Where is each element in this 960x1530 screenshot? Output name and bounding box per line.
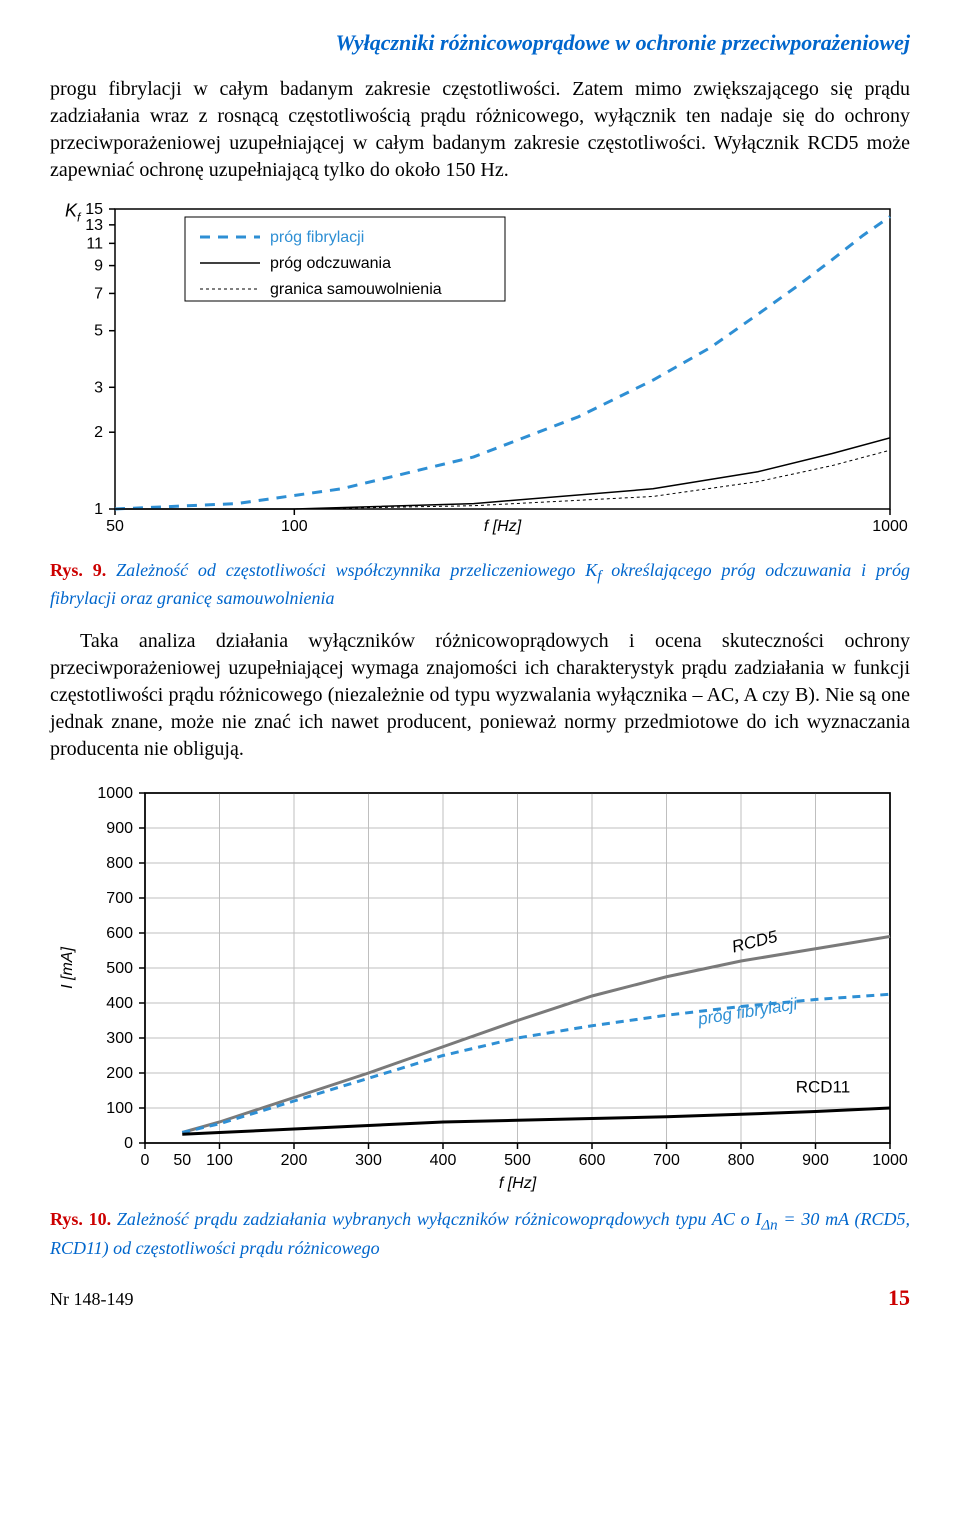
svg-text:3: 3 — [94, 379, 103, 396]
svg-text:300: 300 — [355, 1152, 382, 1169]
svg-text:50: 50 — [173, 1152, 191, 1169]
svg-text:f [Hz]: f [Hz] — [499, 1175, 537, 1192]
svg-text:700: 700 — [106, 890, 133, 907]
figure-10-desc: Zależność prądu zadziałania wybranych wy… — [50, 1209, 910, 1257]
svg-text:2: 2 — [94, 424, 103, 441]
svg-text:400: 400 — [430, 1152, 457, 1169]
svg-text:600: 600 — [106, 925, 133, 942]
svg-text:1000: 1000 — [872, 1152, 908, 1169]
svg-text:100: 100 — [106, 1100, 133, 1117]
paragraph-1: progu fibrylacji w całym badanym zakresi… — [50, 76, 910, 184]
svg-text:900: 900 — [106, 820, 133, 837]
figure-10-chart: 0 100 200 300 400 500 600 700 800 900 1000 0 100 200 3… — [50, 778, 910, 1203]
svg-text:I [mA]: I [mA] — [59, 947, 76, 989]
svg-text:7: 7 — [94, 285, 103, 302]
svg-text:500: 500 — [106, 960, 133, 977]
figure-9-caption: Rys. 9. Zależność od częstotliwości wspó… — [50, 559, 910, 610]
figure-10-caption: Rys. 10. Zależność prądu zadziałania wyb… — [50, 1208, 910, 1259]
svg-text:500: 500 — [504, 1152, 531, 1169]
svg-text:13: 13 — [85, 217, 103, 234]
svg-text:300: 300 — [106, 1030, 133, 1047]
paragraph-2: Taka analiza działania wyłączników różni… — [50, 628, 910, 763]
figure-9-chart: 1 2 3 5 7 9 111315 50 100 1000 Kf f [Hz] próg fibryl… — [50, 199, 910, 554]
svg-text:1000: 1000 — [872, 518, 908, 535]
svg-text:15: 15 — [85, 201, 103, 218]
page-footer: Nr 148-149 15 — [50, 1285, 910, 1311]
svg-text:próg fibrylacji: próg fibrylacji — [270, 229, 364, 246]
svg-text:1: 1 — [94, 501, 103, 518]
figure-10-label: Rys. 10. — [50, 1209, 111, 1229]
svg-text:0: 0 — [141, 1152, 150, 1169]
svg-text:RCD11: RCD11 — [796, 1078, 850, 1097]
svg-text:600: 600 — [579, 1152, 606, 1169]
svg-text:50: 50 — [106, 518, 124, 535]
svg-text:0: 0 — [124, 1135, 133, 1152]
svg-text:1000: 1000 — [97, 785, 133, 802]
svg-text:f [Hz]: f [Hz] — [484, 518, 522, 535]
running-title: Wyłączniki różnicowoprądowe w ochronie p… — [50, 30, 910, 56]
svg-text:800: 800 — [106, 855, 133, 872]
svg-text:9: 9 — [94, 258, 103, 275]
svg-text:900: 900 — [802, 1152, 829, 1169]
figure-9-desc: Zależność od częstotliwości współczynnik… — [50, 560, 910, 608]
svg-text:próg odczuwania: próg odczuwania — [270, 255, 391, 272]
figure-9-label: Rys. 9. — [50, 560, 106, 580]
svg-text:400: 400 — [106, 995, 133, 1012]
svg-text:700: 700 — [653, 1152, 680, 1169]
svg-text:Kf: Kf — [65, 201, 82, 225]
svg-text:100: 100 — [281, 518, 308, 535]
svg-text:200: 200 — [106, 1065, 133, 1082]
svg-text:granica samouwolnienia: granica samouwolnienia — [270, 281, 442, 298]
svg-text:200: 200 — [281, 1152, 308, 1169]
svg-text:800: 800 — [728, 1152, 755, 1169]
page-number: 15 — [888, 1285, 910, 1311]
svg-text:11: 11 — [86, 235, 103, 252]
svg-text:5: 5 — [94, 323, 103, 340]
svg-text:100: 100 — [206, 1152, 233, 1169]
issue-number: Nr 148-149 — [50, 1289, 134, 1310]
